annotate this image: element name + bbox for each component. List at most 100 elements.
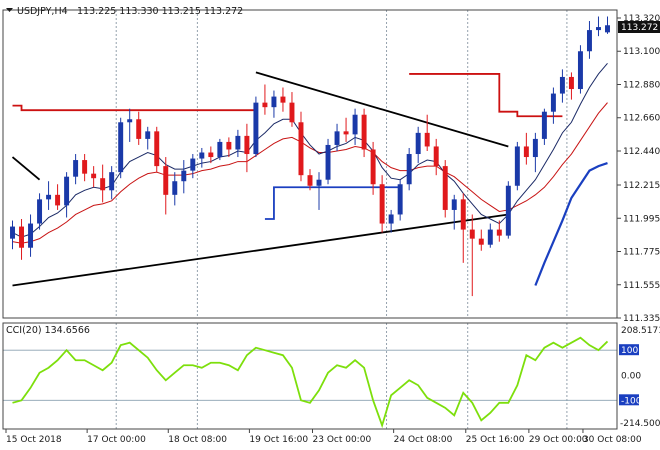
cci-line [12, 336, 609, 429]
candle-body [325, 144, 331, 180]
resistance-level-line [12, 104, 256, 112]
candle-body [199, 152, 205, 159]
candle-body [532, 138, 538, 158]
candle-body [28, 223, 34, 248]
candle-body [82, 160, 88, 174]
time-tick-label: 29 Oct 00:00 [529, 435, 588, 445]
candle-body [568, 76, 574, 90]
price-tick-label: 112.660 [623, 114, 660, 124]
candle-body [208, 152, 214, 158]
candle-body [442, 166, 448, 210]
time-tick-label: 18 Oct 08:00 [168, 435, 227, 445]
trendline [11, 156, 41, 181]
candle-body [100, 178, 106, 191]
candle-body [496, 229, 502, 236]
candle-body [433, 146, 439, 167]
candle-body [415, 132, 421, 155]
candle-body [55, 194, 61, 206]
candle-body [550, 93, 556, 112]
candle-body [316, 179, 322, 186]
candle-body [478, 238, 484, 245]
candle-body [91, 173, 97, 179]
candle-body [244, 135, 250, 155]
cci-level-label: -100 [621, 396, 642, 406]
trendline [255, 71, 509, 148]
time-tick-label: 15 Oct 2018 [6, 435, 62, 445]
candle-body [352, 114, 358, 135]
candle-body [379, 184, 385, 224]
candle-body [181, 170, 187, 182]
candle-body [64, 176, 70, 206]
candle-body [424, 132, 430, 147]
resistance-level-line [409, 73, 563, 118]
candle-body [154, 131, 160, 167]
candle-body [163, 166, 169, 195]
chart-ohlc: 113.225 113.330 113.215 113.272 [77, 6, 243, 17]
support-level-line [264, 186, 401, 220]
candle-body [10, 226, 15, 239]
cci-level-badge [619, 344, 639, 356]
candle-body [343, 131, 349, 135]
candle-body [253, 102, 259, 155]
candle-body [307, 175, 313, 186]
candle-body [541, 111, 547, 139]
cci-label: CCI(20) 134.6566 [6, 325, 90, 336]
candle-body [46, 194, 52, 200]
current-price-marker [618, 21, 660, 33]
candle-body [217, 141, 223, 158]
price-tick-label: 112.880 [623, 80, 660, 90]
candle-body [118, 122, 124, 173]
candle-body [586, 30, 592, 52]
cci-level-label: 100 [621, 346, 638, 356]
candle-body [469, 229, 475, 239]
candle-body [289, 102, 295, 123]
price-tick-label: 111.335 [623, 314, 660, 324]
candle-body [145, 131, 151, 139]
price-tick-label: 112.440 [623, 147, 660, 157]
candle-body [298, 122, 304, 176]
current-price-label: 113.272 [621, 23, 658, 33]
cci-pane-frame [2, 322, 618, 430]
cci-level-label: 0.00 [621, 371, 641, 381]
candle-body [73, 160, 79, 177]
candle-body [577, 51, 583, 90]
cci-max-label: 208.5171 [621, 326, 660, 336]
trendline [12, 213, 509, 287]
cci-level-badge [619, 394, 639, 406]
candle-body [451, 199, 457, 210]
time-tick-label: 30 Oct 08:00 [583, 435, 642, 445]
candle-body [514, 146, 520, 186]
time-tick-label: 23 Oct 00:00 [313, 435, 372, 445]
candle-body [235, 135, 241, 150]
dropdown-triangle-icon[interactable] [6, 8, 13, 12]
price-pane-frame [2, 9, 618, 319]
ema-long-line [534, 162, 608, 286]
candle-body [595, 27, 601, 31]
price-tick-label: 113.100 [623, 47, 660, 57]
candle-body [136, 119, 142, 139]
price-tick-label: 111.775 [623, 248, 660, 258]
candle-body [559, 76, 565, 94]
cci-pane[interactable]: 100 0.00 -100 [3, 336, 642, 429]
candle-body [271, 96, 277, 108]
candle-body [388, 214, 394, 224]
candle-body [605, 25, 610, 33]
candle-body [172, 181, 178, 195]
price-tick-label: 111.995 [623, 214, 660, 224]
candle-body [406, 154, 412, 185]
candle-body [190, 158, 196, 171]
candle-body [397, 184, 403, 215]
candle-body [109, 172, 115, 191]
axes: 113.320 113.100 112.880 112.660 112.440 112.2… [2, 9, 660, 445]
candle-body [523, 146, 529, 158]
candle-body [226, 141, 232, 150]
candle-body [37, 199, 43, 224]
candle-body [19, 226, 25, 248]
price-pane[interactable] [10, 16, 610, 297]
price-tick-label: 112.215 [623, 181, 660, 191]
time-tick-label: 25 Oct 16:00 [466, 435, 525, 445]
candle-body [334, 131, 340, 145]
candle-body [280, 96, 286, 103]
